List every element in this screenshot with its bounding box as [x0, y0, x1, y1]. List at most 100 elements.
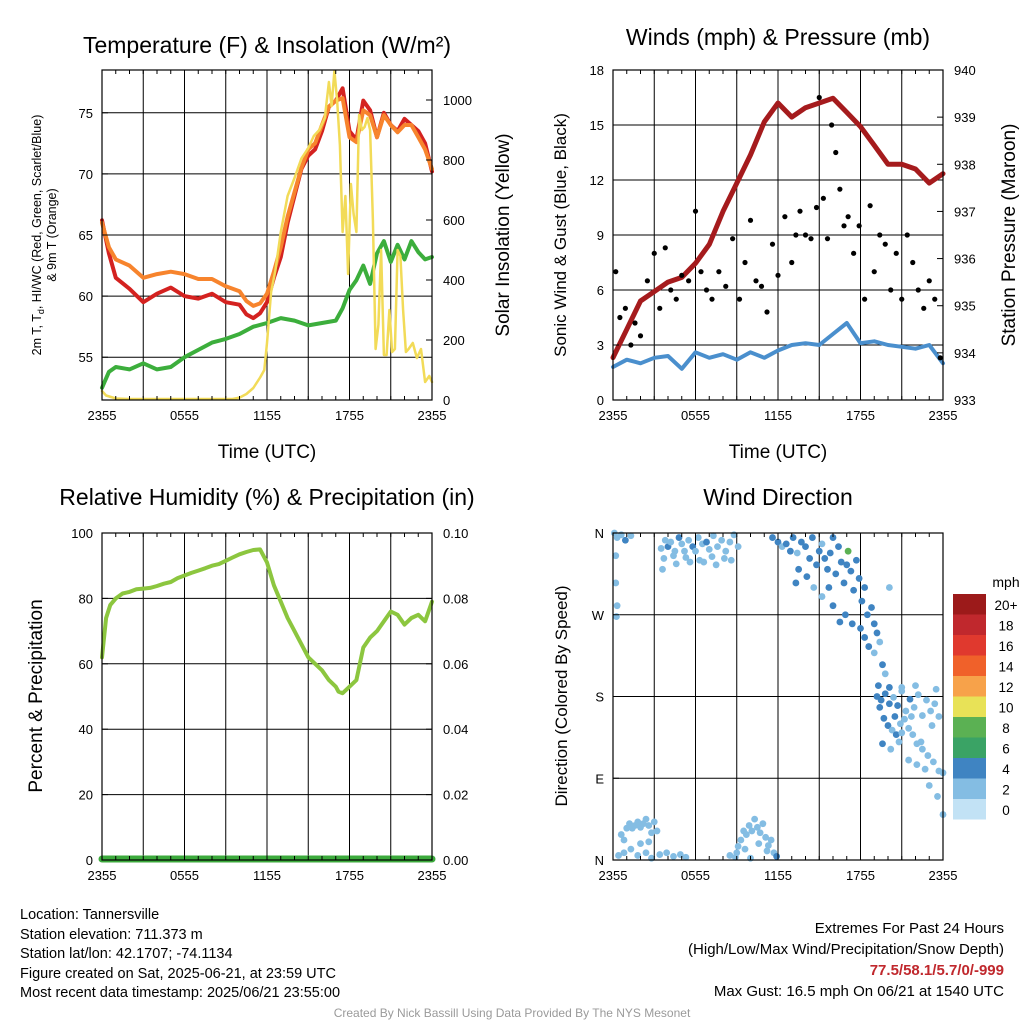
- y-tick-label: E: [595, 771, 604, 786]
- x-tick-label: 1755: [335, 408, 364, 423]
- wind-direction-point: [924, 752, 932, 759]
- wind-direction-point: [727, 556, 735, 564]
- gust-point: [856, 223, 862, 229]
- y-right-tick-label: 938: [954, 157, 976, 172]
- wind-direction-points: [610, 529, 947, 862]
- colorbar-swatch: [953, 717, 986, 738]
- gust-point: [668, 287, 674, 293]
- gust-point: [769, 241, 776, 247]
- rh-ylabel: Percent & Precipitation: [26, 599, 47, 792]
- wind-direction-point: [802, 543, 809, 551]
- gust-point: [632, 320, 638, 326]
- gust-point: [932, 296, 938, 302]
- wind-direction-point: [692, 547, 699, 555]
- wind-direction-point: [841, 611, 849, 619]
- gust-point: [692, 208, 699, 214]
- gust-point: [747, 217, 754, 223]
- wind-direction-point: [661, 536, 669, 544]
- gust-point: [816, 94, 822, 101]
- wind-direction-point: [890, 694, 897, 701]
- gust-point: [742, 259, 748, 266]
- colorbar-swatch: [953, 594, 986, 615]
- wind-panel: Winds (mph) & Pressure (mb) 2355 0555 1155…: [551, 24, 1020, 463]
- y-tick-label: W: [592, 608, 605, 623]
- wind-direction-point: [914, 691, 922, 699]
- gust-point: [698, 269, 704, 275]
- gust-point: [845, 214, 851, 220]
- gust-point: [813, 204, 820, 211]
- wind-direction-point: [797, 538, 805, 546]
- wind-direction-point: [880, 714, 888, 722]
- wind-direction-point: [741, 845, 749, 853]
- wind-direction-point: [637, 840, 644, 848]
- wind-direction-point: [653, 827, 661, 835]
- wind-direction-point: [672, 560, 680, 568]
- y-right-tick-label: 0.04: [443, 722, 468, 737]
- most-recent-timestamp: Most recent data timestamp: 2025/06/21 2…: [20, 985, 341, 1001]
- wind-direction-point: [782, 540, 790, 548]
- extremes-subtitle: (High/Low/Max Wind/Precipitation/Snow De…: [688, 941, 1004, 958]
- wind-direction-point: [612, 552, 620, 560]
- wind-series: [610, 94, 946, 371]
- 2m-td-line: [100, 239, 434, 390]
- x-tick-label: 1155: [253, 408, 281, 423]
- rh-axes: 2355 0555 1155 1755 23550204060801000.000.02…: [71, 526, 468, 883]
- wind-direction-point: [656, 851, 664, 858]
- wind-direction-point: [935, 713, 943, 720]
- wind-direction-point: [773, 852, 781, 860]
- wind-direction-point: [910, 704, 918, 711]
- wind-direction-point: [876, 704, 884, 711]
- wind-direction-point: [895, 738, 903, 746]
- wind-direction-point: [722, 547, 730, 555]
- y-right-tick-label: 0.08: [443, 591, 468, 606]
- y-right-tick-label: 0.10: [443, 526, 468, 541]
- x-tick-label: 2355: [599, 408, 628, 423]
- wind-direction-point: [793, 549, 801, 557]
- gust-point: [637, 333, 644, 339]
- y-tick-label: 55: [79, 350, 93, 365]
- y-tick-label: 9: [597, 228, 604, 243]
- wind-direction-point: [686, 558, 694, 566]
- x-tick-label: 2355: [418, 868, 447, 883]
- gust-point: [899, 296, 905, 302]
- temp-ylabel-subscript: d: [36, 309, 46, 314]
- temp-title: Temperature (F) & Insolation (W/m²): [83, 32, 451, 58]
- wind-direction-point: [642, 849, 650, 857]
- gust-point: [904, 232, 910, 238]
- gust-point: [910, 259, 916, 266]
- wind-direction-point: [612, 579, 620, 587]
- colorbar-label: 6: [1002, 742, 1010, 757]
- relative-humidity-line: [100, 547, 434, 696]
- 9m-t-line: [100, 96, 434, 308]
- gust-point: [882, 241, 888, 247]
- wind-direction-point: [934, 793, 941, 800]
- y-right-tick-label: 934: [954, 346, 976, 361]
- wind-direction-point: [857, 624, 864, 632]
- wind-direction-point: [663, 849, 671, 857]
- wind-direction-point: [907, 713, 915, 720]
- colorbar-label: 8: [1002, 721, 1010, 736]
- wind-direction-point: [884, 722, 892, 729]
- wind-direction-point: [844, 547, 852, 555]
- colorbar-label: 2: [1002, 783, 1010, 798]
- wind-direction-point: [876, 638, 884, 646]
- wind-direction-point: [708, 553, 716, 561]
- rh-grid: [102, 533, 432, 860]
- temp-ylabel-line1: 2m T, Td, HI/WC (Red, Green, Scarlet/Blu…: [30, 115, 46, 356]
- gust-point: [833, 149, 839, 156]
- wind-direction-point: [613, 602, 621, 610]
- wind-direction-point: [865, 643, 873, 650]
- wind-direction-point: [909, 731, 917, 739]
- wind-direction-point: [917, 738, 925, 746]
- wind-direction-point: [837, 558, 845, 566]
- gust-point: [820, 195, 826, 201]
- wind-direction-point: [613, 613, 620, 620]
- y-tick-label: 6: [597, 283, 604, 298]
- wind-direction-point: [648, 829, 655, 837]
- station-latlon: Station lat/lon: 42.1707; -74.1134: [20, 946, 233, 962]
- wind-direction-point: [870, 649, 878, 657]
- wind-direction-point: [891, 713, 899, 720]
- wind-direction-point: [905, 724, 913, 732]
- y-tick-label: 60: [79, 657, 93, 672]
- wind-direction-point: [733, 849, 741, 857]
